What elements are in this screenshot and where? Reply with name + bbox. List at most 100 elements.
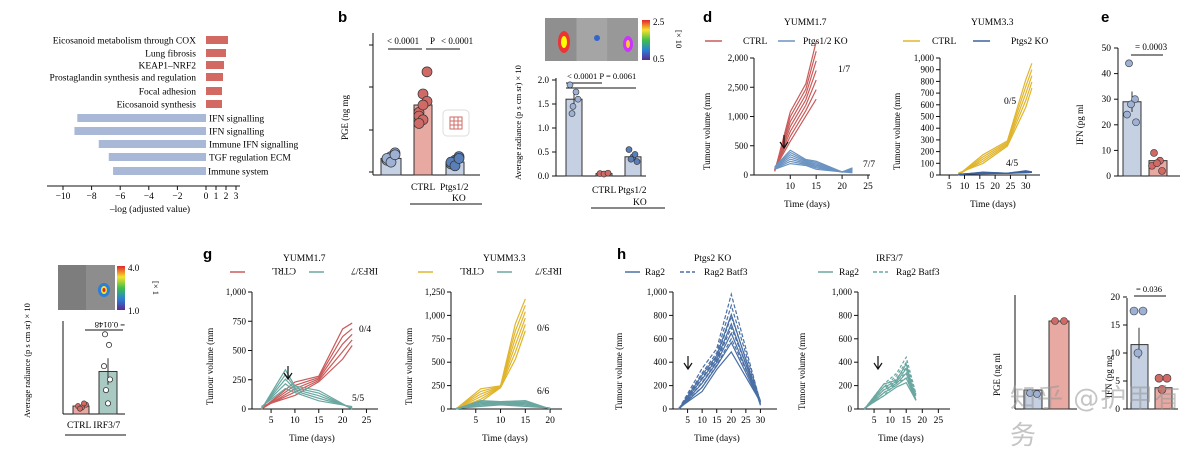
tick-label: 10 [1111,349,1121,359]
series-line [678,312,761,410]
panel-b-P: P [430,36,435,46]
point [1133,348,1143,358]
panel-d-ylabel-1: Tumour volume (mm [702,93,712,170]
panel-g-leg2b: IRF3/7 [535,265,562,275]
series-line [678,292,762,410]
tick-label: 2,500 [728,82,749,92]
panel-h-leg1a: Rag2 [645,268,665,278]
panel-b-group-ko: Ptgs1/2 [440,183,469,193]
point [421,66,433,78]
series-line [455,298,526,410]
series-line [864,372,917,410]
panel-f-cbar-top: 4.0 [128,263,140,273]
tick-label: 2.0 [538,75,550,85]
point [572,88,580,96]
tick-label: 250 [233,375,247,385]
panel-h-letter: h [617,246,626,263]
tick-label: 15 [314,416,324,426]
tick-label: 5 [473,416,478,426]
tick-label: 800 [921,76,935,86]
panel-b2-group-ko: Ptgs1/2 [618,186,647,196]
tick-label: 10 [496,416,506,426]
tick-label: 25 [934,416,944,426]
panel-g-leg2a: CTRL [460,265,484,275]
panel-g-ylabel-1: Tumour volume (mm [205,328,215,405]
tick-label: 30 [1021,182,1031,192]
panel-h-xlabel-1: Time (days) [694,433,740,444]
panel-f: 4.0 1.0 [× 1 = 0.0148 Average radiance (… [22,263,161,436]
tick-label: 15 [1111,321,1121,331]
bar [113,167,206,175]
point [1033,390,1041,398]
tick-label: 200 [921,147,935,157]
point [77,405,83,412]
series-line [261,345,353,407]
series-line [261,373,353,410]
tick-label: 0.5 [538,147,550,157]
panel-h-pval: = 0.036 [1136,284,1162,294]
bar [206,36,228,44]
series-line [261,322,353,410]
point [1127,100,1135,109]
tick-label: 500 [432,357,446,367]
tick-label: 15 [712,416,722,426]
bar-label: Lung fibrosis [145,49,196,60]
series-line [774,79,817,170]
panel-h-pge-plot [1023,317,1070,410]
bar-label: Focal adhesion [139,88,197,98]
tick-label: 0 [242,404,247,414]
bar [206,100,222,108]
tick-label: 20 [727,416,737,426]
tick-label: 20 [1111,293,1121,303]
series-line [958,81,1033,175]
grid-icon [442,109,470,137]
tick-label: 500 [233,346,247,356]
panel-h-leg2b: Rag2 Batf3 [896,267,940,278]
tick-label: 500 [921,112,935,122]
tick-label: 20 [338,416,348,426]
panel-g-title1: YUMM1.7 [283,254,326,264]
tick-label: −8 [87,192,97,202]
tick-label: 1,000 [425,310,446,320]
series-line [455,324,526,410]
panel-b-group-ctrl: CTRL [411,183,435,193]
bar [206,87,222,95]
series-line [455,399,551,410]
panel-b2-ylabel: Average radiance (p s cm sr) × 10 [513,65,523,180]
series-line [261,383,353,408]
point [631,151,639,158]
point [417,99,429,111]
tick-label: 0 [204,192,209,202]
tick-label: 1,000 [832,287,853,297]
bar [98,140,206,148]
panel-a-xticks: −10 −8 −6 −4 −2 0 1 2 3 [56,186,239,202]
series-line [455,402,551,410]
tick-label: 500 [735,141,749,151]
tick-label: 20 [918,416,928,426]
panel-d-leg2a: CTRL [932,37,956,47]
panel-g: g YUMM1.7 YUMM3.3 CTRL IRF3/7 CTRL IRF3/… [203,246,562,444]
tick-label: 0 [1115,405,1120,415]
bar [565,98,583,177]
tick-label: 20 [1102,121,1112,131]
series-line [863,355,917,410]
panel-g-xlabel-2: Time (days) [482,433,528,444]
point [1131,95,1139,103]
panel-g-lines [261,298,551,410]
panel-h-ylabel-2: Tumour volume (mm [797,333,807,410]
panel-h-ifn-label: IFN (pg mg [1104,355,1114,398]
panel-d-ann1: 1/7 [838,65,850,75]
tick-label: 200 [654,381,668,391]
tick-label: 1,000 [647,287,668,297]
tick-label: 600 [839,334,853,344]
panel-b-plot [380,66,465,176]
tick-label: 10 [697,416,707,426]
series-line [774,149,853,173]
point [1162,373,1172,383]
tick-label: 1,000 [728,112,749,122]
series-line [958,170,1032,176]
tick-label: 10 [290,416,300,426]
panel-a-xlabel: –log (adjusted value) [109,204,190,215]
panel-h: h Ptgs2 KO IRF3/7 Rag2 Rag2 Batf3 Rag2 R… [614,246,1178,444]
point [1158,167,1166,175]
